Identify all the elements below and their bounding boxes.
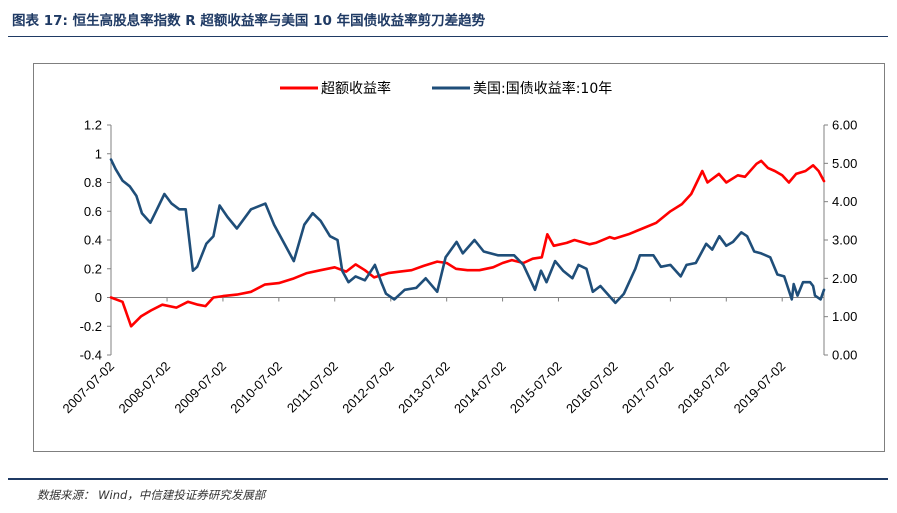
x-tick-label: 2018-07-02 [675,359,733,417]
legend-label-treasury-10y: 美国:国债收益率:10年 [473,80,612,97]
x-tick-label: 2007-07-02 [59,359,117,417]
left-tick-label: -0.2 [80,319,102,334]
right-tick-label: 1.00 [832,309,857,324]
line-chart: 超额收益率 美国:国债收益率:10年 -0.4 -0.2 0 0.2 0.4 0.6 0.8 1… [59,80,857,417]
footer-divider [8,478,888,480]
x-tick-label: 2012-07-02 [339,359,397,417]
x-tick-label: 2013-07-02 [395,359,453,417]
right-tick-label: 2.00 [832,271,857,286]
source-note: 数据来源： Wind，中信建投证券研究发展部 [37,488,266,502]
right-tick-label: 5.00 [832,156,857,171]
series-line-excess-return [109,159,826,328]
figure-title: 图表 17: 恒生高股息率指数 R 超额收益率与美国 10 年国债收益率剪刀差趋… [12,13,486,29]
right-tick-label: 6.00 [832,118,857,133]
left-tick-label: 0.6 [84,204,102,219]
chart-axes: -0.4 -0.2 0 0.2 0.4 0.6 0.8 1 1.2 0.00 1.00 2.00 3.0… [59,118,857,417]
right-tick-label: 3.00 [832,233,857,248]
x-tick-label: 2015-07-02 [507,359,565,417]
left-tick-label: 1 [95,146,102,161]
right-tick-label: 0.00 [832,348,857,363]
x-tick-label: 2009-07-02 [171,359,229,417]
series-line-treasury-10y [109,158,826,305]
left-tick-label: 0.8 [84,175,102,190]
x-tick-label: 2008-07-02 [116,359,174,417]
chart-plot [109,158,826,328]
right-tick-label: 4.00 [832,194,857,209]
left-tick-label: -0.4 [80,348,102,363]
x-tick-label: 2017-07-02 [619,359,677,417]
x-tick-label: 2016-07-02 [563,359,621,417]
chart-legend: 超额收益率 美国:国债收益率:10年 [280,80,612,97]
x-tick-label: 2010-07-02 [227,359,285,417]
left-tick-label: 1.2 [84,118,102,133]
x-tick-label: 2019-07-02 [731,359,789,417]
chart-frame: 超额收益率 美国:国债收益率:10年 -0.4 -0.2 0 0.2 0.4 0.6 0.8 1… [33,63,885,452]
x-tick-label: 2011-07-02 [284,359,341,416]
left-tick-label: 0.2 [84,261,102,276]
left-tick-label: 0.4 [84,233,102,248]
title-divider [8,36,888,37]
left-tick-label: 0 [95,290,102,305]
x-tick-label: 2014-07-02 [451,359,509,417]
legend-label-excess-return: 超额收益率 [321,80,391,97]
